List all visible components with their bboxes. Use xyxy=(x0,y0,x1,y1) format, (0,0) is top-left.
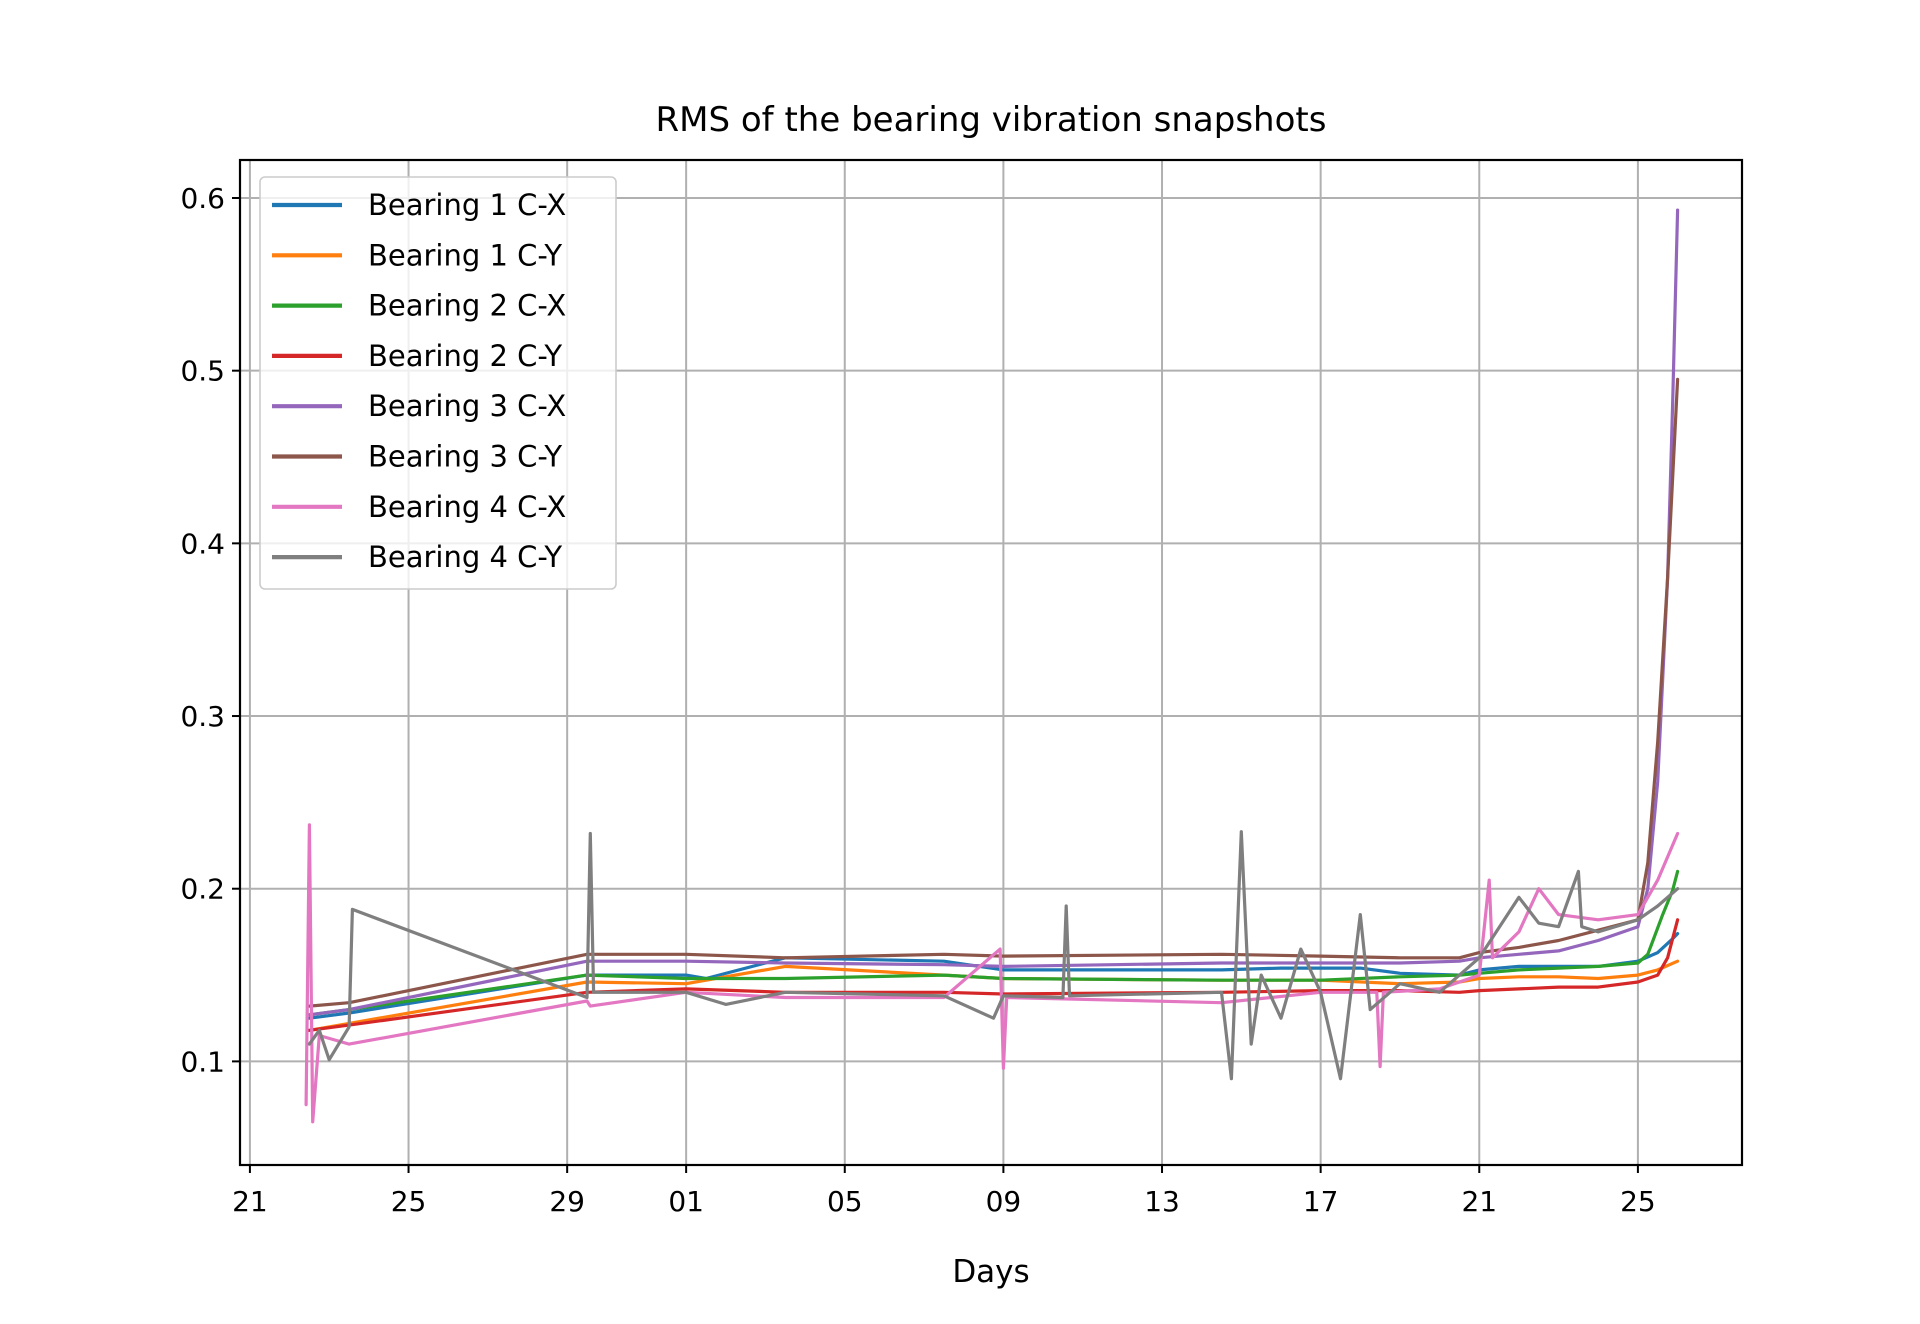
x-tick-label: 21 xyxy=(1461,1185,1497,1218)
legend-label-4: Bearing 2 C-Y xyxy=(368,339,562,373)
legend-frame xyxy=(259,176,617,590)
series-line-3 xyxy=(307,869,1680,1017)
chart-title: RMS of the bearing vibration snapshots xyxy=(656,100,1327,140)
x-tick-label: 21 xyxy=(232,1185,268,1218)
series-line-8 xyxy=(307,830,1680,1081)
x-tick-label: 17 xyxy=(1303,1185,1339,1218)
x-tick-label: 05 xyxy=(827,1185,863,1218)
x-tick-label: 25 xyxy=(1620,1185,1656,1218)
x-tick-label: 29 xyxy=(549,1185,585,1218)
legend-label-1: Bearing 1 C-X xyxy=(368,188,566,222)
legend: Bearing 1 C-X Bearing 1 C-Y Bearing 2 C-X B… xyxy=(259,176,617,590)
x-tick-label: 13 xyxy=(1144,1185,1180,1218)
y-tick-label: 0.3 xyxy=(180,700,225,733)
legend-label-8: Bearing 4 C-Y xyxy=(368,540,562,574)
legend-label-3: Bearing 2 C-X xyxy=(368,289,566,323)
x-axis-title: Days xyxy=(952,1254,1029,1290)
legend-label-5: Bearing 3 C-X xyxy=(368,389,566,423)
x-tick-label: 09 xyxy=(986,1185,1022,1218)
x-tick-label: 01 xyxy=(668,1185,704,1218)
series-line-2 xyxy=(307,959,1680,1032)
y-tick-label: 0.5 xyxy=(180,355,225,388)
x-tick-label: 25 xyxy=(391,1185,427,1218)
legend-label-2: Bearing 1 C-Y xyxy=(368,238,562,272)
y-tick-label: 0.4 xyxy=(180,527,225,560)
plot-frame xyxy=(238,158,1744,1167)
series-line-5 xyxy=(307,208,1680,1017)
legend-label-7: Bearing 4 C-X xyxy=(368,490,566,524)
series-line-6 xyxy=(307,377,1680,1008)
axis-ticks: 21 25 29 01 05 09 13 17 21 25 0.1 0.2 0.3 0.4 0.5 0.6 xyxy=(180,182,1655,1218)
y-tick-label: 0.2 xyxy=(180,873,225,906)
y-tick-label: 0.6 xyxy=(180,182,225,215)
series-lines xyxy=(304,208,1680,1124)
y-tick-label: 0.1 xyxy=(180,1045,225,1078)
legend-label-6: Bearing 3 C-Y xyxy=(368,440,562,474)
